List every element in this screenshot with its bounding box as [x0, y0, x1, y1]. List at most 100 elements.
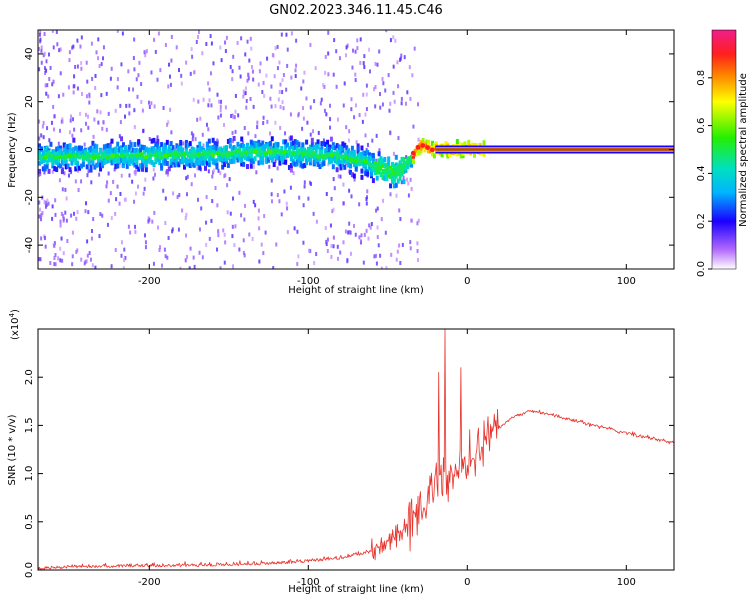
- spectrogram-cell: [308, 148, 312, 154]
- spectrogram-noise-cell: [191, 54, 194, 59]
- spectrogram-noise-cell: [359, 239, 362, 244]
- spectrogram-peak: [258, 149, 263, 155]
- spectrogram-cell: [62, 150, 66, 156]
- spectrogram-noise-cell: [40, 217, 43, 222]
- spectrogram-noise-cell: [72, 211, 75, 216]
- spectrogram-peak: [248, 149, 254, 154]
- spectrogram-noise-cell: [134, 224, 137, 229]
- spectrogram-noise-cell: [178, 68, 181, 73]
- spectrogram-cell: [347, 149, 351, 155]
- spectrogram-noise-cell: [71, 254, 74, 259]
- spectrogram-noise-cell: [167, 235, 170, 240]
- spectrogram-noise-cell: [75, 250, 78, 255]
- spectrogram-noise-cell: [226, 210, 229, 215]
- spectrogram-cell: [112, 157, 116, 163]
- spectrogram-cell: [318, 164, 322, 170]
- spectrogram-cell: [123, 157, 127, 163]
- spectrogram-noise-cell: [50, 120, 53, 125]
- spectrogram-noise-cell: [308, 248, 311, 253]
- spectrogram-noise-cell: [143, 186, 146, 191]
- spectrogram-cell: [360, 174, 364, 180]
- spectrogram-noise-cell: [308, 180, 311, 185]
- spectrogram-cell: [274, 144, 278, 150]
- spectrogram-cell: [120, 157, 124, 163]
- spectrogram-noise-cell: [250, 65, 253, 70]
- spectrogram-noise-cell: [251, 237, 254, 242]
- spectrogram-noise-cell: [332, 177, 335, 182]
- spectrogram-cell: [266, 157, 270, 163]
- colorbar-gradient: [711, 29, 737, 270]
- spectrogram-peak: [53, 155, 58, 161]
- spectrogram-noise-cell: [250, 46, 253, 51]
- spectrogram-noise-cell: [51, 216, 54, 221]
- spectrogram-noise-cell: [147, 100, 150, 105]
- spectrogram-noise-cell: [223, 260, 226, 265]
- spectrogram-cell: [333, 155, 337, 161]
- spectrogram-noise-cell: [179, 266, 182, 269]
- spectrogram-noise-cell: [62, 214, 65, 219]
- spectrogram-peak: [429, 147, 435, 153]
- spectrogram-noise-cell: [307, 196, 310, 201]
- spectrogram-noise-cell: [329, 125, 332, 130]
- spectrogram-noise-cell: [209, 34, 212, 39]
- spectrogram-cell: [66, 149, 70, 155]
- spectrogram-cell: [329, 157, 333, 163]
- spectrogram-noise-cell: [192, 97, 195, 102]
- spectrogram-peak: [344, 155, 349, 161]
- spectrogram-cell: [299, 147, 303, 153]
- spectrogram-cell: [45, 159, 49, 165]
- spectrogram-cell: [177, 145, 181, 151]
- spectrogram-noise-cell: [169, 107, 172, 112]
- spectrogram-cell: [289, 135, 293, 141]
- spectrogram-cell: [230, 146, 234, 152]
- spectrogram-cell: [377, 168, 381, 174]
- spectrogram-cell: [116, 158, 120, 164]
- spectrogram-noise-cell: [389, 192, 392, 197]
- spectrogram-noise-cell: [201, 255, 204, 260]
- spectrogram-cell: [55, 151, 59, 157]
- spectrogram-cell: [240, 161, 244, 167]
- spectrogram-peak: [172, 150, 178, 156]
- spectrogram-ytick-label: 40: [24, 48, 35, 61]
- spectrogram-noise-cell: [405, 155, 408, 160]
- spectrogram-noise-cell: [315, 252, 318, 257]
- spectrogram-cell: [272, 143, 276, 149]
- spectrogram-noise-cell: [353, 115, 356, 120]
- spectrogram-cell: [177, 154, 181, 160]
- spectrogram-noise-cell: [43, 170, 46, 175]
- spectrogram-noise-cell: [384, 230, 387, 235]
- spectrogram-cell: [226, 138, 230, 144]
- spectrogram-cell: [118, 147, 122, 153]
- spectrogram-cell: [228, 152, 232, 158]
- spectrogram-noise-cell: [157, 31, 160, 36]
- spectrogram-cell: [324, 141, 328, 147]
- spectrogram-noise-cell: [408, 65, 411, 70]
- spectrogram-noise-cell: [113, 167, 116, 172]
- spectrogram-cell: [76, 146, 80, 152]
- spectrogram-cell: [364, 171, 368, 177]
- spectrogram-cell: [135, 164, 139, 170]
- spectrogram-cell: [55, 167, 59, 173]
- spectrogram-noise-cell: [135, 77, 138, 82]
- spectrogram-cell: [383, 157, 387, 163]
- spectrogram-cell: [278, 152, 282, 158]
- spectrogram-noise-cell: [196, 117, 199, 122]
- spectrogram-cell: [106, 148, 110, 154]
- spectrogram-noise-cell: [44, 83, 47, 88]
- spectrogram-peak: [91, 154, 97, 160]
- spectrogram-cell: [158, 160, 162, 166]
- spectrogram-noise-cell: [398, 208, 401, 213]
- spectrogram-cell: [221, 158, 225, 164]
- spectrogram-noise-cell: [115, 197, 118, 202]
- spectrogram-cell: [51, 155, 55, 161]
- spectrogram-noise-cell: [374, 104, 377, 109]
- spectrogram-cell: [316, 139, 320, 145]
- spectrogram-noise-cell: [216, 247, 219, 252]
- spectrogram-peak: [229, 150, 235, 156]
- spectrogram-cell: [177, 148, 181, 154]
- spectrogram-noise-cell: [220, 99, 223, 104]
- spectrogram-cell: [51, 149, 55, 155]
- spectrogram-noise-cell: [368, 47, 371, 52]
- spectrogram-cell: [91, 151, 95, 157]
- spectrogram-cell: [175, 153, 179, 159]
